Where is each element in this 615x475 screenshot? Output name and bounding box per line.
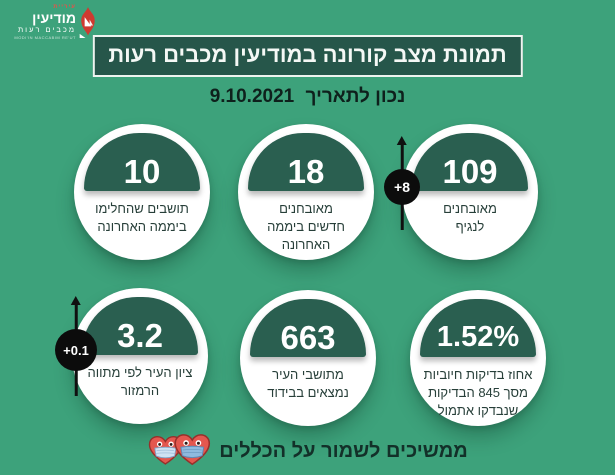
stat-dome: 18 — [248, 133, 364, 191]
stat-value: 1.52% — [436, 321, 520, 353]
stat-value: 663 — [280, 319, 336, 356]
as-of-date: נכון לתאריך 9.10.2021 — [0, 86, 615, 108]
city-logo: עיריית מודיעין מכבים רעות MODI'IN MACCAB… — [12, 4, 98, 40]
date-value: 9.10.2021 — [209, 86, 295, 107]
stat-label: תושבים שהחלימו ביממה האחרונה — [95, 201, 189, 234]
change-badge-active-cases: +8 — [384, 144, 420, 230]
change-badge: +0.1 — [55, 329, 97, 371]
change-badge-score: +0.1 — [55, 304, 97, 396]
masked-heart-right — [174, 434, 211, 466]
city-logo-text: עיריית מודיעין מכבים רעות MODI'IN MACCAB… — [14, 4, 76, 40]
masked-heart-icon — [149, 434, 211, 466]
logo-municipality: עיריית — [53, 4, 76, 10]
logo-city-name: מודיעין — [32, 10, 76, 26]
stat-value: 18 — [287, 153, 325, 190]
stat-value: 3.2 — [117, 317, 163, 354]
stat-dome: 3.2 — [82, 297, 198, 355]
logo-city-sub: מכבים רעות — [17, 25, 76, 34]
stat-traffic-light-score: +0.1 3.2 ציון העיר לפי מתווה הרמזור — [55, 288, 208, 424]
date-prefix: נכון לתאריך — [305, 86, 406, 107]
stat-dome: 109 — [412, 133, 528, 191]
masked-heart-left — [149, 435, 183, 465]
title-banner: תמונת מצב קורונה במודיעין מכבים רעות — [92, 35, 523, 77]
stat-label: ציון העיר לפי מתווה הרמזור — [87, 365, 193, 398]
stat-label: מאובחנים לנגיף — [443, 201, 497, 234]
stat-label: מתושבי העיר נמצאים בבידוד — [267, 367, 349, 400]
stat-dome: 10 — [84, 133, 200, 191]
change-badge: +8 — [384, 169, 420, 205]
stat-in-quarantine: 663 מתושבי העיר נמצאים בבידוד — [240, 290, 376, 426]
stat-dome: 663 — [250, 299, 366, 357]
stat-value: 10 — [123, 153, 161, 190]
stat-label: אחוז בדיקות חיוביות מסך 845 הבדיקות שנבד… — [423, 367, 533, 418]
footer-message: ממשיכים לשמור על הכללים — [219, 439, 468, 462]
stat-label: מאובחנים חדשים ביממה האחרונה — [267, 201, 345, 252]
stat-positive-rate: 1.52% אחוז בדיקות חיוביות מסך 845 הבדיקו… — [410, 290, 546, 426]
page-title: תמונת מצב קורונה במודיעין מכבים רעות — [108, 42, 507, 67]
stat-dome: 1.52% — [420, 299, 536, 357]
stat-active-cases: +8 109 מאובחנים לנגיף — [384, 124, 538, 260]
logo-english-name: MODI'IN MACCABIM RE'UT — [14, 34, 76, 40]
stat-new-cases: 18 מאובחנים חדשים ביממה האחרונה — [238, 124, 374, 260]
footer: ממשיכים לשמור על הכללים — [0, 433, 615, 469]
city-emblem-icon — [79, 7, 95, 38]
stat-recovered: 10 תושבים שהחלימו ביממה האחרונה — [74, 124, 210, 260]
stat-value: 109 — [442, 153, 498, 190]
